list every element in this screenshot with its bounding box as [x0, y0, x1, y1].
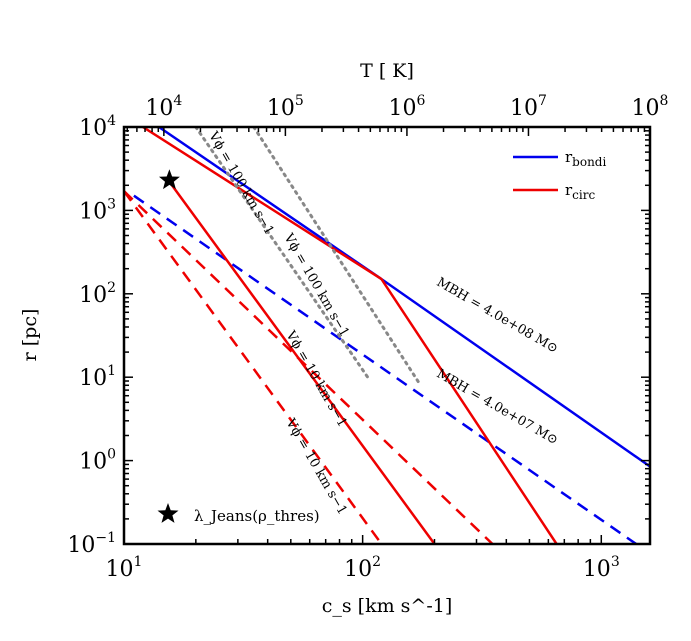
annotation-2: Vϕ = 10 km s−1 [282, 328, 350, 430]
legend-label: rcirc [565, 181, 595, 202]
legend-star-marker [157, 503, 179, 523]
top-tick-label: 106 [388, 93, 425, 121]
lambda-jeans-point-star [159, 169, 180, 190]
y-tick-label: 100 [79, 447, 116, 475]
y-tick-label: 102 [79, 280, 116, 308]
top-tick-label: 107 [510, 93, 547, 121]
annotation-4: MBH = 4.0e+08 M⊙ [434, 275, 561, 357]
x-tick-label: 102 [344, 554, 381, 582]
legend: rbondi rcirc [513, 148, 606, 202]
annotation-layer: Vϕ = 100 km s−1Vϕ = 100 km s−1Vϕ = 10 km… [205, 128, 561, 517]
tick-layer: 101 102 103 10−1 100 101 102 103 104 104 105 106 107… [67, 93, 668, 582]
legend-label: rbondi [565, 148, 606, 169]
top-axis-title: T [ K] [360, 60, 414, 82]
series-line-4 [124, 190, 494, 544]
y-tick-label: 101 [79, 363, 116, 391]
annotation-5: MBH = 4.0e+07 M⊙ [434, 366, 561, 448]
annotation-3: Vϕ = 10 km s−1 [282, 415, 350, 517]
jeans-legend-label: λ_Jeans(ρ_thres) [194, 507, 320, 525]
top-tick-label: 108 [632, 93, 669, 121]
y-tick-label: 103 [79, 196, 116, 224]
plot-frame [122, 125, 652, 546]
x-tick-label: 101 [106, 554, 143, 582]
x-tick-label: 103 [583, 554, 620, 582]
y-tick-label: 104 [79, 113, 116, 141]
series-line-5 [124, 190, 383, 544]
y-tick-label: 10−1 [67, 530, 116, 558]
y-axis-title: r [pc] [19, 309, 41, 362]
top-tick-label: 104 [145, 93, 182, 121]
series-layer [124, 127, 650, 544]
marker-layer: λ_Jeans(ρ_thres) [157, 169, 320, 525]
series-line-1 [133, 194, 637, 544]
top-tick-label: 105 [267, 93, 304, 121]
series-line-7 [194, 127, 370, 379]
x-axis-title: c_s [km s^-1] [322, 595, 453, 617]
series-line-2 [142, 127, 558, 544]
series-line-6 [252, 127, 423, 387]
